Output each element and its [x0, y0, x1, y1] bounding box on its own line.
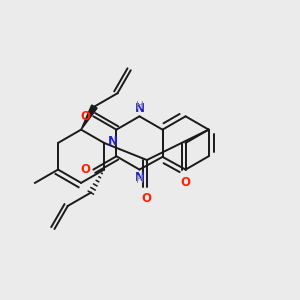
Text: N: N	[135, 170, 145, 184]
Text: O: O	[181, 176, 190, 190]
Text: O: O	[142, 192, 152, 205]
Text: O: O	[80, 110, 90, 123]
Text: H: H	[136, 175, 144, 185]
Text: N: N	[108, 135, 118, 148]
Text: O: O	[80, 163, 90, 176]
Polygon shape	[81, 105, 97, 130]
Text: H: H	[136, 101, 144, 111]
Text: N: N	[135, 102, 145, 116]
